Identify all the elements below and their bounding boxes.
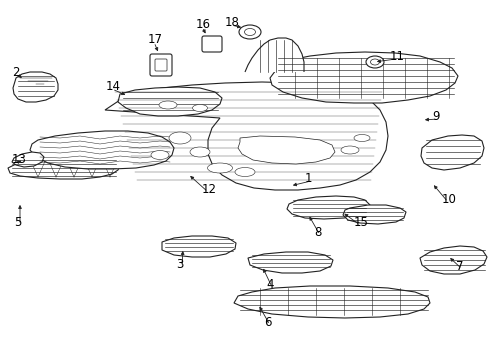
Polygon shape xyxy=(420,135,483,170)
Polygon shape xyxy=(105,82,387,190)
Ellipse shape xyxy=(207,163,232,173)
Text: 2: 2 xyxy=(12,66,20,79)
Ellipse shape xyxy=(169,132,191,144)
Text: 8: 8 xyxy=(313,226,321,239)
Text: 7: 7 xyxy=(455,260,463,273)
Polygon shape xyxy=(342,205,405,224)
FancyBboxPatch shape xyxy=(202,36,222,52)
Text: 17: 17 xyxy=(148,33,163,46)
Ellipse shape xyxy=(353,135,369,141)
Ellipse shape xyxy=(244,28,255,36)
Text: 10: 10 xyxy=(441,193,456,206)
Polygon shape xyxy=(8,157,120,179)
Polygon shape xyxy=(162,236,236,257)
Text: 5: 5 xyxy=(14,216,21,229)
Ellipse shape xyxy=(190,147,209,157)
Polygon shape xyxy=(234,286,429,318)
Text: 3: 3 xyxy=(176,258,183,271)
Ellipse shape xyxy=(239,25,261,39)
Text: 16: 16 xyxy=(196,18,210,31)
FancyBboxPatch shape xyxy=(150,54,172,76)
Polygon shape xyxy=(30,131,174,169)
Text: 4: 4 xyxy=(265,278,273,291)
Polygon shape xyxy=(13,72,58,102)
Polygon shape xyxy=(286,196,369,219)
Text: 12: 12 xyxy=(202,183,217,196)
Ellipse shape xyxy=(151,150,169,159)
Polygon shape xyxy=(269,52,457,103)
Ellipse shape xyxy=(340,146,358,154)
Text: 18: 18 xyxy=(224,16,240,29)
Text: 9: 9 xyxy=(431,110,439,123)
Text: 14: 14 xyxy=(106,80,121,93)
Text: 1: 1 xyxy=(305,172,312,185)
Polygon shape xyxy=(419,246,486,274)
Ellipse shape xyxy=(192,104,207,112)
Polygon shape xyxy=(244,38,304,72)
Ellipse shape xyxy=(159,101,177,109)
Polygon shape xyxy=(247,252,332,273)
Text: 11: 11 xyxy=(389,50,404,63)
Text: 6: 6 xyxy=(264,316,271,329)
Ellipse shape xyxy=(370,59,379,65)
FancyBboxPatch shape xyxy=(155,59,167,71)
Ellipse shape xyxy=(235,167,254,176)
Text: 13: 13 xyxy=(12,153,27,166)
Polygon shape xyxy=(238,136,334,164)
Polygon shape xyxy=(118,87,222,116)
Ellipse shape xyxy=(365,56,383,68)
Polygon shape xyxy=(12,152,44,167)
Text: 15: 15 xyxy=(353,216,368,229)
